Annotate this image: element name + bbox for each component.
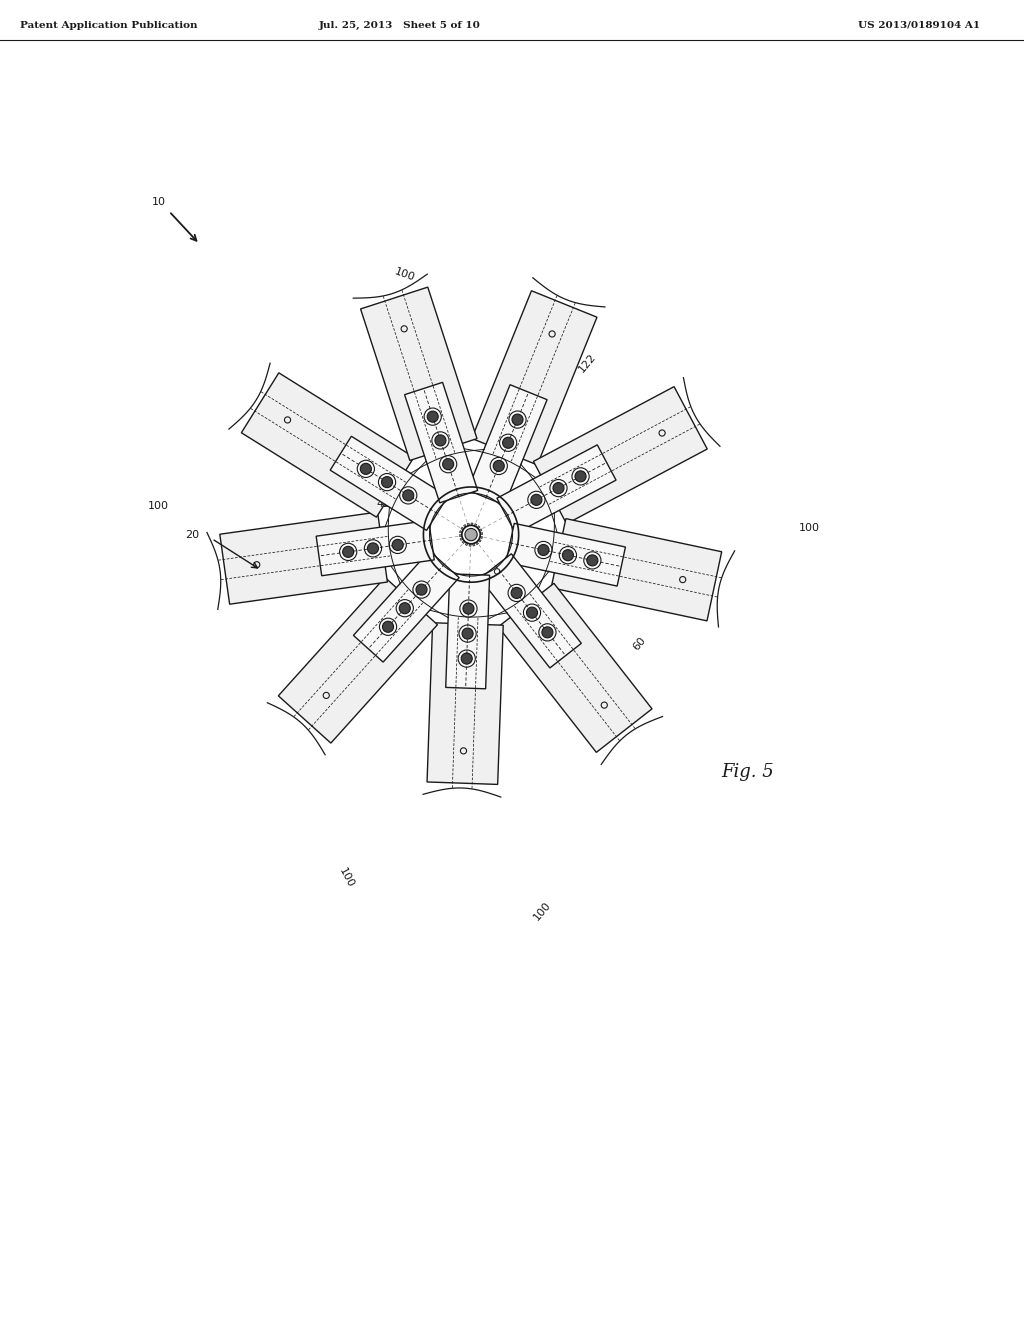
Polygon shape [472,290,597,465]
Polygon shape [465,543,468,545]
Circle shape [503,437,514,449]
Text: 100: 100 [337,866,355,890]
Circle shape [530,494,542,506]
Circle shape [383,622,393,632]
Polygon shape [316,520,434,576]
Text: Jul. 25, 2013   Sheet 5 of 10: Jul. 25, 2013 Sheet 5 of 10 [319,21,481,29]
Circle shape [427,411,438,422]
Circle shape [587,554,598,566]
Circle shape [538,544,549,556]
Circle shape [542,627,553,638]
Polygon shape [353,550,459,663]
Polygon shape [551,519,722,620]
Polygon shape [460,537,463,540]
Circle shape [399,603,411,614]
Polygon shape [360,288,477,461]
Text: Fig. 5: Fig. 5 [721,763,774,781]
Circle shape [402,490,414,500]
Polygon shape [464,524,467,528]
Circle shape [461,653,472,664]
Text: 100: 100 [393,267,416,282]
Polygon shape [480,554,582,668]
Circle shape [575,471,586,482]
Polygon shape [220,512,387,605]
Polygon shape [404,383,477,503]
Polygon shape [478,539,481,543]
Polygon shape [474,524,477,527]
Circle shape [442,458,454,470]
Text: 122: 122 [578,351,598,375]
Circle shape [562,549,573,561]
Polygon shape [499,583,652,752]
Polygon shape [479,529,482,532]
Text: 90: 90 [462,618,478,631]
Polygon shape [480,532,482,535]
Polygon shape [462,540,465,544]
Text: 40: 40 [399,609,416,627]
Text: 100: 100 [799,523,819,533]
Polygon shape [242,372,414,517]
Circle shape [462,525,480,544]
Polygon shape [534,387,708,524]
Circle shape [511,587,522,598]
Circle shape [494,461,504,471]
Polygon shape [475,541,478,545]
Circle shape [462,525,480,544]
Text: 100: 100 [532,899,553,923]
Polygon shape [461,527,464,531]
Circle shape [512,414,523,425]
Text: 100: 100 [148,500,169,511]
Circle shape [360,463,372,474]
Circle shape [553,483,564,494]
Polygon shape [445,574,489,689]
Text: 20: 20 [185,529,200,540]
Text: 60: 60 [631,636,647,652]
Circle shape [435,434,446,446]
Circle shape [343,546,353,557]
Text: US 2013/0189104 A1: US 2013/0189104 A1 [858,21,980,29]
Polygon shape [497,445,616,533]
Text: 42: 42 [377,499,391,510]
Polygon shape [469,544,471,546]
Polygon shape [479,536,482,539]
Circle shape [463,603,474,614]
Polygon shape [468,384,547,506]
Circle shape [416,583,427,595]
Polygon shape [279,577,437,743]
Circle shape [368,543,379,554]
Text: Patent Application Publication: Patent Application Publication [20,21,198,29]
Text: 10: 10 [152,197,166,207]
Polygon shape [467,523,469,527]
Circle shape [382,477,392,487]
Circle shape [465,528,477,541]
Circle shape [392,540,403,550]
Polygon shape [473,543,475,546]
Polygon shape [471,523,473,525]
Polygon shape [460,535,462,537]
Polygon shape [427,623,503,784]
Polygon shape [460,531,463,533]
Polygon shape [330,437,447,531]
Polygon shape [477,525,480,529]
Text: 94: 94 [427,430,441,441]
Circle shape [462,628,473,639]
Polygon shape [506,523,626,586]
Circle shape [526,607,538,618]
